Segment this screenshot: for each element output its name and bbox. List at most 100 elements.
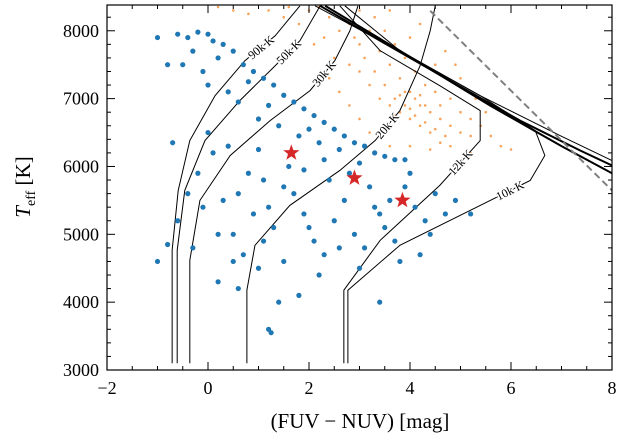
orange-point — [378, 97, 382, 100]
contour-label: 10k K — [494, 178, 527, 204]
x-tick-label: 8 — [608, 378, 617, 398]
orange-point — [368, 83, 371, 87]
blue-point — [372, 204, 378, 210]
orange-point — [418, 124, 422, 128]
orange-point — [388, 104, 392, 107]
x-tick-label: −2 — [97, 378, 116, 398]
orange-point — [413, 97, 417, 100]
orange-point — [408, 36, 412, 39]
blue-point — [240, 62, 246, 68]
blue-point — [306, 224, 312, 231]
blue-point — [306, 126, 312, 132]
orange-point — [322, 36, 326, 39]
blue-point — [286, 163, 292, 170]
blue-point — [230, 48, 236, 54]
blue-point — [215, 231, 221, 237]
blue-point — [175, 31, 181, 37]
y-tick-label: 3000 — [63, 360, 99, 380]
blue-point — [316, 140, 322, 146]
blue-point — [245, 170, 251, 176]
x-tick-label: 6 — [507, 378, 516, 398]
blue-point — [331, 126, 337, 132]
orange-point — [459, 131, 462, 134]
x-tick-label: 0 — [204, 378, 213, 398]
orange-point — [459, 110, 462, 114]
x-axis-label: (FUV − NUV) [mag] — [271, 409, 450, 433]
blue-point — [200, 204, 206, 210]
orange-point — [398, 76, 402, 80]
contour-line — [176, 5, 321, 364]
orange-point — [358, 70, 361, 73]
blue-point — [442, 211, 448, 217]
blue-point — [185, 34, 191, 41]
orange-point — [469, 117, 472, 121]
orange-point — [373, 15, 376, 19]
star-marker — [346, 169, 363, 185]
blue-point — [266, 102, 272, 109]
blue-point — [281, 92, 287, 98]
blue-point — [266, 204, 272, 210]
orange-point — [247, 12, 250, 16]
orange-point — [433, 127, 437, 131]
blue-point — [468, 211, 474, 217]
orange-point — [454, 63, 457, 67]
blue-point — [170, 140, 176, 146]
orange-point — [358, 117, 361, 121]
blue-point — [225, 143, 231, 149]
orange-point — [348, 104, 351, 107]
blue-point — [336, 245, 342, 251]
y-axis-label: Teff [K] — [11, 156, 39, 217]
plot-frame — [106, 4, 613, 371]
blue-point — [311, 238, 317, 244]
blue-point — [321, 252, 327, 258]
orange-point — [383, 29, 387, 33]
blue-point — [260, 177, 267, 183]
blue-point — [372, 150, 378, 156]
blue-point — [397, 258, 403, 265]
orange-point — [388, 63, 392, 67]
orange-point — [216, 5, 220, 9]
orange-point — [418, 104, 422, 107]
blue-point — [377, 299, 383, 305]
blue-point — [281, 184, 287, 190]
orange-point — [403, 104, 407, 107]
orange-point — [231, 9, 235, 12]
orange-point — [383, 124, 387, 128]
blue-point — [185, 191, 191, 197]
blue-point — [180, 62, 186, 68]
orange-point — [449, 124, 452, 128]
orange-point — [353, 36, 356, 39]
blue-point — [281, 258, 287, 265]
blue-point — [336, 146, 342, 153]
orange-point — [459, 76, 462, 80]
blue-point — [225, 89, 231, 95]
orange-point — [439, 117, 442, 121]
blue-point — [276, 299, 282, 305]
blue-point — [427, 231, 433, 237]
y-tick-label: 8000 — [63, 21, 99, 41]
x-tick-label: 2 — [305, 378, 314, 398]
blue-point — [351, 231, 358, 237]
blue-point — [432, 191, 438, 197]
blue-point — [296, 133, 302, 139]
orange-point — [439, 141, 442, 145]
orange-point — [383, 83, 387, 87]
orange-point — [393, 43, 397, 46]
blue-point — [154, 34, 161, 41]
blue-point — [235, 285, 241, 292]
blue-point — [417, 252, 423, 258]
blue-point — [154, 258, 161, 265]
blue-point — [268, 330, 274, 336]
blue-point — [195, 29, 201, 35]
blue-point — [402, 184, 408, 190]
blue-point — [407, 170, 413, 176]
orange-point — [403, 56, 407, 60]
blue-point — [230, 231, 236, 237]
blue-point — [210, 150, 216, 156]
blue-point — [341, 197, 347, 203]
plot-area — [154, 5, 612, 364]
blue-point — [422, 218, 428, 224]
orange-point — [282, 15, 286, 19]
blue-point — [255, 265, 262, 271]
y-label-subscript: eff — [24, 190, 39, 206]
